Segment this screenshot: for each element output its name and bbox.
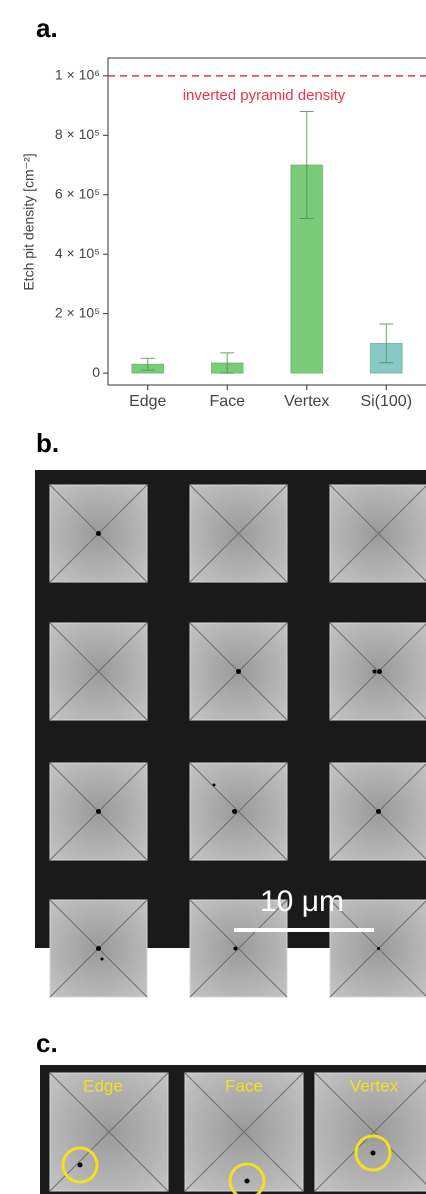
x-tick-label: Vertex [284,393,329,410]
etch-pit [232,809,237,814]
etch-pit [96,946,101,951]
etch-pit [96,531,101,536]
y-tick-label: 1 × 10⁶ [55,67,100,83]
figure: a. b. c. Etch pit density [cm⁻²] 10 μm E… [0,0,426,1194]
x-tick-label: Edge [129,393,166,410]
etch-pit [236,669,241,674]
etch-pit [373,670,377,674]
x-tick-label: Si(100) [360,393,412,410]
plot-frame [108,58,426,385]
etch-pit [371,1151,376,1156]
etch-pit [245,1179,250,1184]
inset-label: Face [225,1076,263,1095]
y-tick-label: 0 [92,364,100,380]
panel-label: a. [36,13,58,43]
etch-pit [234,947,238,951]
x-tick-label: Face [209,393,245,410]
etch-pit [376,809,381,814]
inset-label: Vertex [350,1076,399,1095]
etch-pit [78,1163,83,1168]
inset-label: Edge [83,1076,123,1095]
scale-bar-label: 10 μm [260,885,344,918]
etch-pit [213,784,216,787]
panel-label: c. [36,1028,58,1058]
panel-label: b. [36,428,59,458]
y-tick-label: 8 × 10⁵ [55,126,100,142]
y-tick-label: 2 × 10⁵ [55,304,100,320]
etch-pit [377,669,382,674]
y-tick-label: 4 × 10⁵ [55,245,100,261]
etch-pit [96,809,101,814]
etch-pit [377,947,380,950]
y-tick-label: 6 × 10⁵ [55,185,100,201]
reference-label: inverted pyramid density [183,87,346,104]
etch-pit [101,958,104,961]
y-axis-label: Etch pit density [cm⁻²] [21,153,37,290]
